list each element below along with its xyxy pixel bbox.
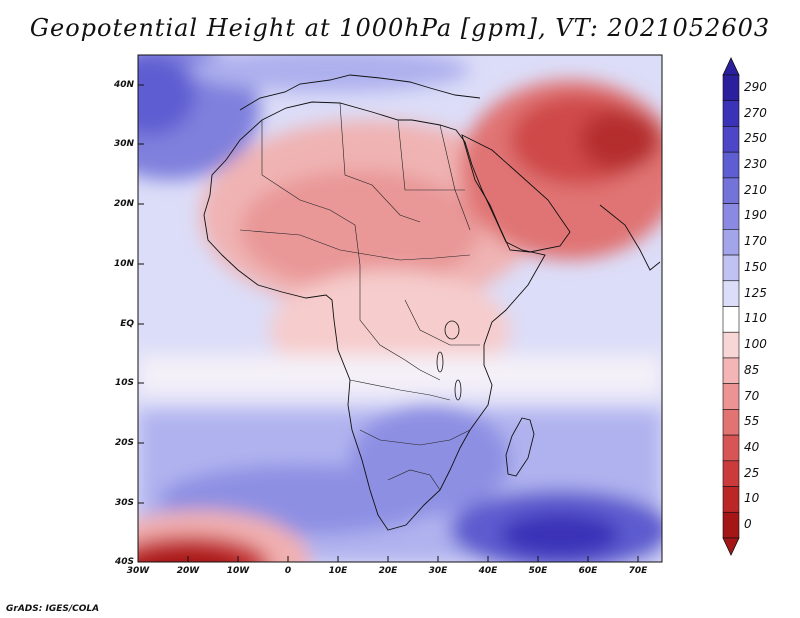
africa-coastline bbox=[203, 101, 546, 531]
colorbar-bottom-arrow bbox=[722, 537, 740, 556]
lon-label-50e: 50E bbox=[528, 566, 548, 576]
colorbar-label-170: 170 bbox=[744, 234, 767, 249]
europe-coast bbox=[239, 74, 481, 111]
colorbar-label-0: 0 bbox=[744, 517, 752, 532]
colorbar-label-85: 85 bbox=[744, 362, 760, 377]
lon-label-60e: 60E bbox=[578, 566, 598, 576]
colorbar-label-25: 25 bbox=[744, 465, 760, 480]
colorbar-swatch-4 bbox=[722, 177, 740, 204]
country-borders bbox=[239, 102, 480, 491]
colorbar-swatch-10 bbox=[722, 331, 740, 359]
colorbar-label-110: 110 bbox=[744, 311, 767, 326]
colorbar-label-270: 270 bbox=[744, 105, 767, 120]
lon-label-20e: 20E bbox=[378, 566, 398, 576]
colorbar-label-190: 190 bbox=[744, 208, 767, 223]
lat-label-40n: 40N bbox=[113, 80, 134, 90]
lat-label-20n: 20N bbox=[113, 199, 134, 209]
colorbar-label-250: 250 bbox=[744, 131, 767, 146]
lat-label-30n: 30N bbox=[113, 139, 134, 149]
lon-label-30w: 30W bbox=[126, 566, 150, 576]
height-field bbox=[138, 55, 662, 562]
colorbar-swatch-13 bbox=[722, 409, 740, 436]
colorbar-swatch-11 bbox=[722, 357, 740, 384]
axis-ticks bbox=[138, 84, 639, 562]
lon-label-10w: 10W bbox=[226, 566, 250, 576]
lon-label-20w: 20W bbox=[176, 566, 200, 576]
lon-label-10e: 10E bbox=[328, 566, 348, 576]
colorbar-swatch-6 bbox=[722, 229, 740, 256]
colorbar-label-290: 290 bbox=[744, 79, 767, 94]
lat-label-10n: 10N bbox=[113, 259, 134, 269]
map-frame bbox=[137, 54, 663, 563]
colorbar-swatch-15 bbox=[722, 460, 740, 487]
colorbar-label-210: 210 bbox=[744, 182, 767, 197]
colorbar-label-55: 55 bbox=[744, 414, 760, 429]
colorbar-swatch-5 bbox=[722, 203, 740, 230]
colorbar-swatch-8 bbox=[722, 280, 740, 307]
colorbar-swatch-14 bbox=[722, 434, 740, 462]
madagascar bbox=[505, 417, 535, 477]
colorbar-swatch-7 bbox=[722, 254, 740, 282]
lon-label-40e: 40E bbox=[478, 566, 498, 576]
chart-title: Geopotential Height at 1000hPa [gpm], VT… bbox=[29, 14, 771, 42]
lat-label-30s: 30S bbox=[114, 498, 134, 508]
grads-credit: GrADS: IGES/COLA bbox=[6, 604, 100, 614]
colorbar-swatch-1 bbox=[722, 100, 740, 127]
lon-label-70e: 70E bbox=[628, 566, 648, 576]
lat-label-20s: 20S bbox=[114, 438, 134, 448]
colorbar-label-10: 10 bbox=[744, 491, 760, 506]
colorbar-swatch-9 bbox=[722, 306, 740, 333]
arabian-peninsula bbox=[461, 134, 571, 253]
colorbar-swatch-3 bbox=[722, 151, 740, 179]
lat-label-10s: 10S bbox=[114, 378, 134, 388]
lat-label-eq: EQ bbox=[120, 319, 134, 329]
lon-label-0: 0 bbox=[284, 566, 292, 576]
colorbar-swatch-12 bbox=[722, 383, 740, 410]
colorbar-swatch-17 bbox=[722, 511, 740, 539]
colorbar-label-230: 230 bbox=[744, 157, 767, 172]
colorbar bbox=[722, 57, 740, 556]
colorbar-swatch-2 bbox=[722, 126, 740, 153]
lat-label-40s: 40S bbox=[114, 557, 134, 567]
coastlines bbox=[203, 74, 661, 531]
lon-label-30e: 30E bbox=[428, 566, 448, 576]
colorbar-swatch-0 bbox=[722, 74, 740, 102]
colorbar-top-arrow bbox=[722, 57, 740, 76]
colorbar-swatch-16 bbox=[722, 486, 740, 513]
colorbar-label-100: 100 bbox=[744, 337, 767, 352]
colorbar-label-150: 150 bbox=[744, 259, 767, 274]
colorbar-label-70: 70 bbox=[744, 388, 760, 403]
india-coast bbox=[599, 204, 661, 271]
colorbar-label-125: 125 bbox=[744, 285, 767, 300]
colorbar-label-40: 40 bbox=[744, 439, 760, 454]
